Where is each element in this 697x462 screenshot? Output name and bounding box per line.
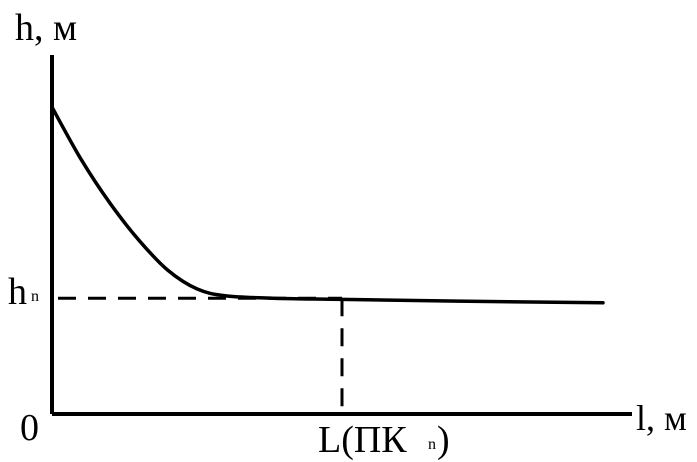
svg-text:h: h	[8, 271, 27, 313]
svg-text:): )	[437, 419, 450, 461]
L-label: L(ПК n )	[318, 419, 450, 461]
svg-text:n: n	[428, 436, 436, 453]
x-axis-label: l, м	[636, 398, 687, 438]
svg-text:L(ПК: L(ПК	[318, 419, 407, 461]
origin-label: 0	[20, 407, 39, 449]
hn-label: h n	[8, 271, 39, 313]
y-axis-label: h, м	[15, 7, 77, 49]
series-curve	[50, 105, 605, 305]
svg-text:n: n	[31, 288, 39, 305]
